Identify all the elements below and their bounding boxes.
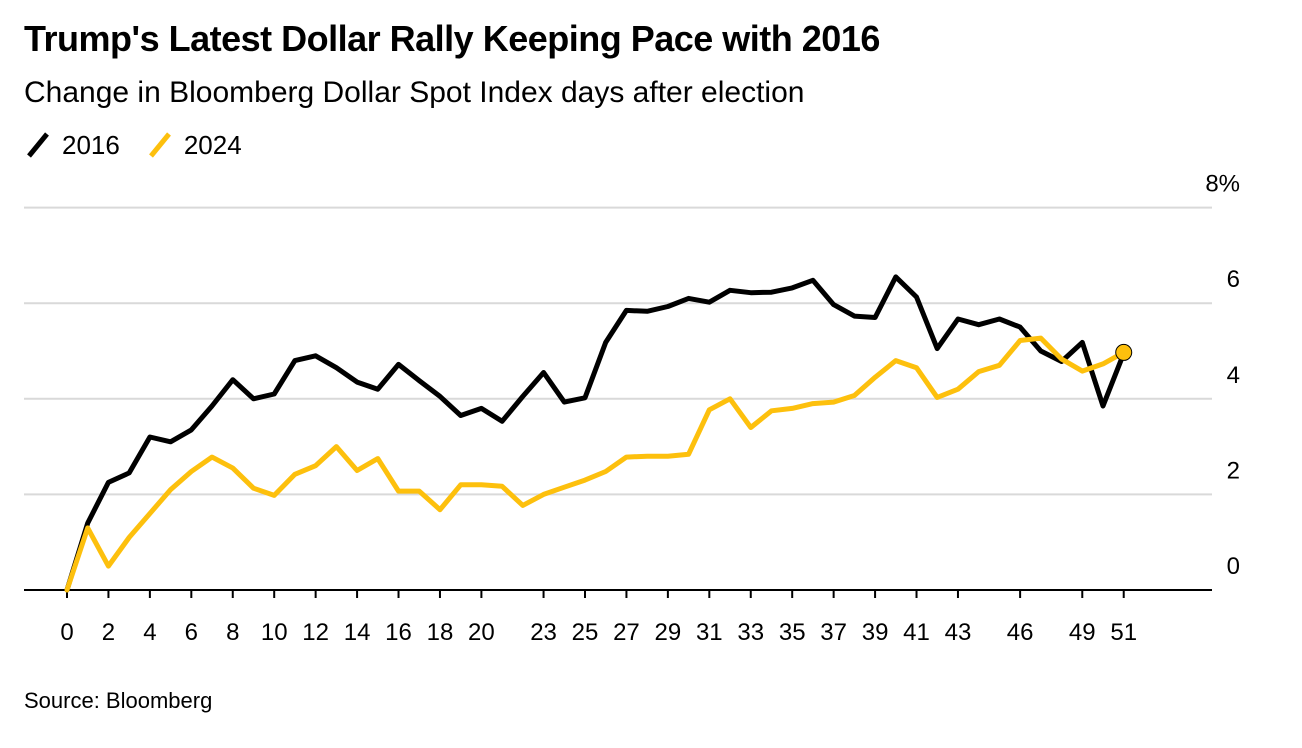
legend-item-2016: 2016 <box>24 130 120 161</box>
x-tick-label: 6 <box>185 619 198 646</box>
y-tick-label: 8% <box>1205 171 1240 198</box>
x-axis: 0 2 4 6 8 10 12 14 16 18 20 23 25 27 29 31 33 35 37 39 41 43 4… <box>60 590 1137 646</box>
gridlines <box>24 206 1212 591</box>
y-tick-label: 2 <box>1227 457 1240 484</box>
x-tick-label: 20 <box>468 619 495 646</box>
x-tick-label: 43 <box>945 619 972 646</box>
x-tick-label: 46 <box>1007 619 1034 646</box>
y-tick-label: 0 <box>1227 553 1240 580</box>
legend: 2016 2024 <box>24 128 268 162</box>
legend-label-2024: 2024 <box>183 129 242 160</box>
x-tick-label: 29 <box>655 619 682 646</box>
legend-label-2016: 2016 <box>62 129 120 160</box>
x-tick-label: 31 <box>696 619 723 646</box>
x-tick-label: 41 <box>903 619 930 646</box>
chart-title: Trump's Latest Dollar Rally Keeping Pace… <box>24 18 880 59</box>
x-tick-label: 37 <box>820 619 847 646</box>
source-note: Source: Bloomberg <box>24 688 213 713</box>
y-axis: 0 2 4 6 8% <box>1205 171 1240 580</box>
x-tick-label: 35 <box>779 619 806 646</box>
series-endpoint-2024 <box>1115 343 1133 361</box>
x-tick-label: 25 <box>572 619 599 646</box>
y-tick-label: 6 <box>1227 266 1240 293</box>
chart-subtitle: Change in Bloomberg Dollar Spot Index da… <box>24 76 805 109</box>
legend-item-2024: 2024 <box>146 130 242 161</box>
x-tick-label: 14 <box>344 619 371 646</box>
x-tick-label: 8 <box>226 619 239 646</box>
series <box>64 274 1133 593</box>
x-tick-label: 10 <box>261 619 288 646</box>
legend-swatch-2016 <box>27 132 49 158</box>
x-tick-label: 18 <box>427 619 454 646</box>
series-line-2016 <box>64 274 1127 593</box>
legend-swatch-2024 <box>148 132 171 158</box>
x-tick-label: 33 <box>737 619 764 646</box>
x-tick-label: 39 <box>862 619 889 646</box>
x-tick-label: 4 <box>143 619 156 646</box>
x-tick-label: 51 <box>1110 619 1137 646</box>
x-tick-label: 0 <box>60 619 73 646</box>
y-tick-label: 4 <box>1227 362 1240 389</box>
x-tick-label: 27 <box>613 619 640 646</box>
x-tick-label: 2 <box>102 619 115 646</box>
x-tick-label: 12 <box>302 619 329 646</box>
series-line-2024 <box>64 335 1127 593</box>
x-tick-label: 23 <box>530 619 557 646</box>
x-tick-label: 16 <box>385 619 412 646</box>
x-tick-label: 49 <box>1069 619 1096 646</box>
